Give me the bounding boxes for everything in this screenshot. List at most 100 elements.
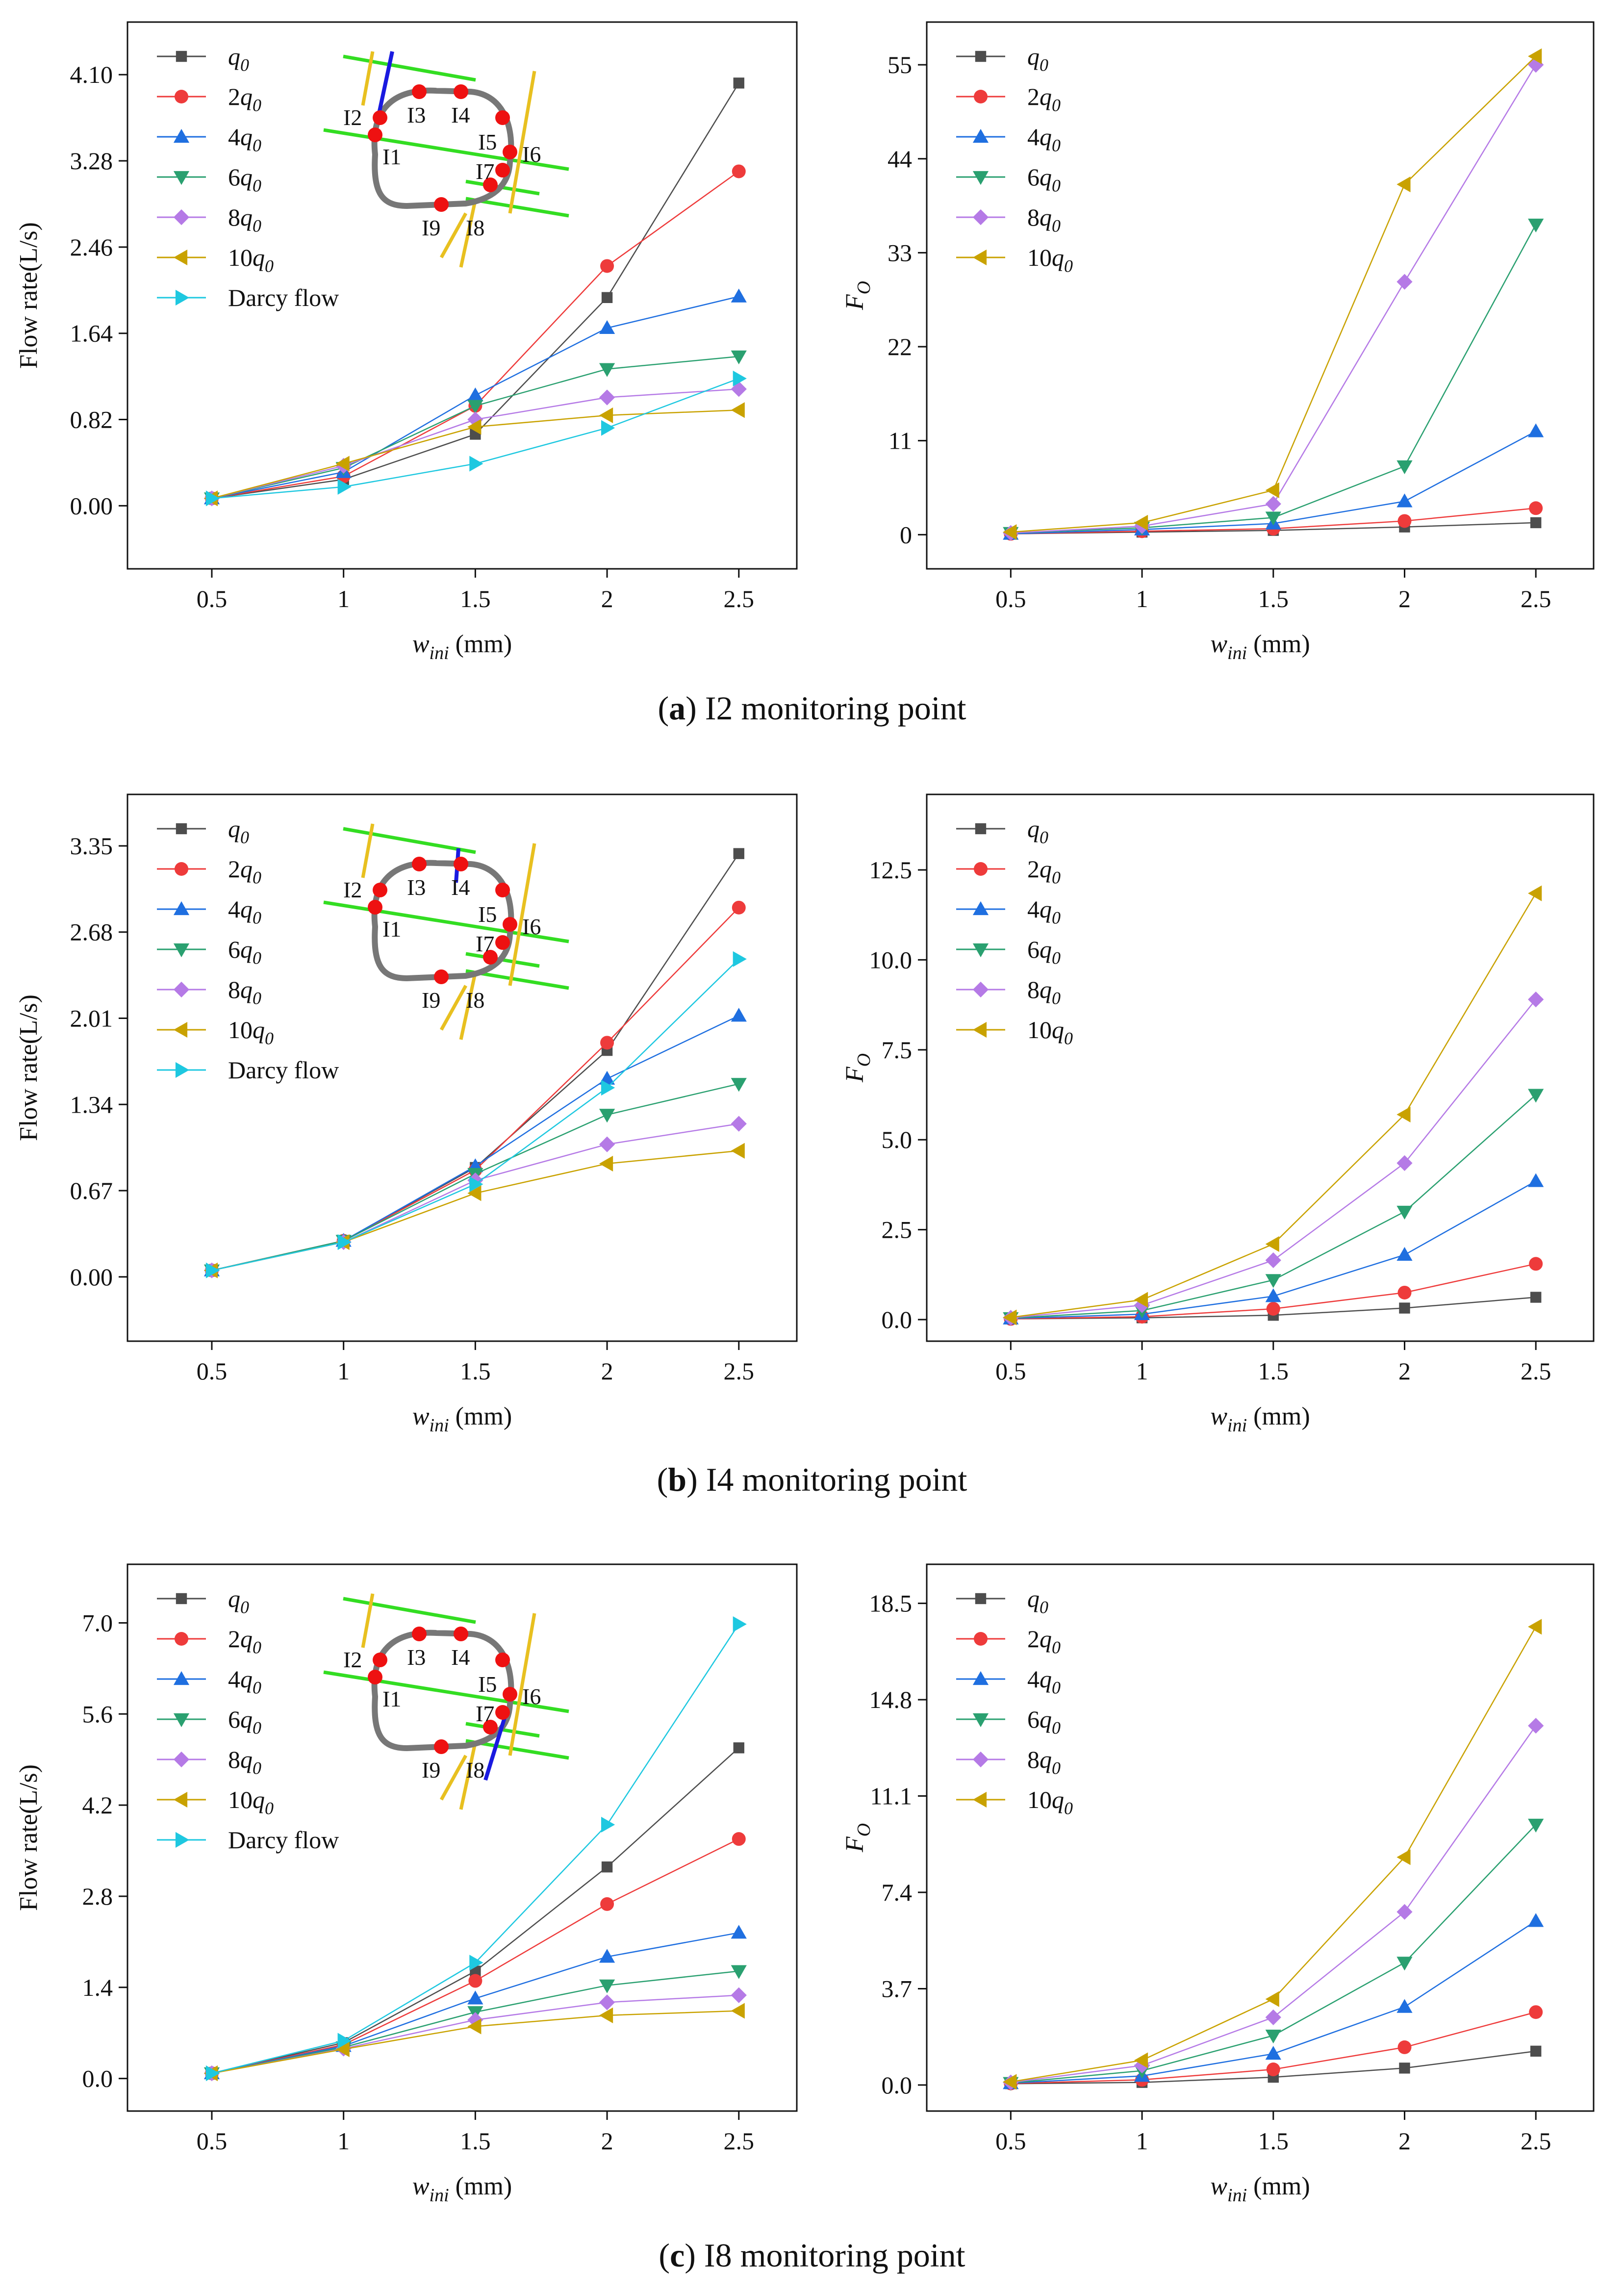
monitoring-point-i7 bbox=[495, 935, 510, 950]
x-tick-label: 2 bbox=[601, 585, 613, 612]
y-tick-label: 0.82 bbox=[70, 406, 113, 433]
fracture-line bbox=[459, 198, 478, 268]
legend-marker bbox=[972, 249, 987, 266]
x-tick-label: 1.5 bbox=[1258, 585, 1289, 612]
data-point bbox=[1529, 501, 1543, 515]
monitoring-point-i6 bbox=[503, 917, 517, 932]
legend-marker bbox=[972, 943, 989, 958]
data-point bbox=[732, 164, 746, 178]
data-point bbox=[1396, 1999, 1413, 2013]
x-tick-label: 1 bbox=[337, 1357, 350, 1385]
inset-label-i4: I4 bbox=[451, 1645, 470, 1670]
data-point bbox=[1265, 1288, 1281, 1302]
y-tick-label: 2.01 bbox=[70, 1004, 113, 1032]
legend-label: 2q0 bbox=[1027, 1625, 1061, 1657]
monitoring-point-i5 bbox=[495, 883, 510, 897]
legend-label: 8q0 bbox=[228, 1746, 261, 1778]
plot-frame bbox=[926, 793, 1595, 1342]
data-point bbox=[733, 951, 747, 967]
data-point bbox=[599, 2007, 613, 2023]
x-tick-label: 2.5 bbox=[1521, 2127, 1551, 2155]
data-point bbox=[467, 2018, 482, 2035]
series-10q0 bbox=[203, 402, 745, 507]
legend-marker bbox=[176, 51, 187, 62]
y-tick-label: 22 bbox=[888, 333, 912, 360]
legend-marker bbox=[175, 90, 188, 103]
x-axis-label: wini (mm) bbox=[1210, 1402, 1310, 1436]
y-tick-label: 2.68 bbox=[70, 918, 113, 946]
fracture-line bbox=[439, 1755, 468, 1801]
legend-marker bbox=[175, 1832, 190, 1848]
data-point bbox=[467, 1990, 483, 2005]
series-line bbox=[211, 1015, 739, 1271]
series-2q0 bbox=[204, 1832, 746, 2081]
data-point bbox=[467, 1185, 482, 1201]
inset-label-i8: I8 bbox=[466, 988, 484, 1013]
tunnel-inset: I1 I2 I3 I4 I5 I6 I7 I8 I9 bbox=[323, 51, 569, 268]
series-8q0 bbox=[1003, 1718, 1544, 2090]
chart-b-left: 0.5 1 1.5 2 2.5 0.00 0.67 1.34 2.01 2.68 3.35 wini … bbox=[15, 793, 798, 1436]
y-axis-label: Flow rate(L/s) bbox=[15, 1764, 43, 1911]
y-tick-label: 0.67 bbox=[70, 1177, 113, 1204]
data-point bbox=[467, 400, 483, 414]
y-tick-label: 7.5 bbox=[882, 1036, 913, 1064]
data-point bbox=[731, 1925, 747, 1939]
inset-label-i4: I4 bbox=[451, 102, 470, 127]
data-point bbox=[468, 1974, 482, 1988]
data-point bbox=[467, 387, 483, 402]
legend-marker bbox=[972, 1021, 987, 1038]
x-tick-label: 0.5 bbox=[197, 585, 228, 612]
y-axis-label: FO bbox=[841, 1823, 874, 1853]
data-point bbox=[1134, 514, 1148, 531]
y-tick-label: 2.5 bbox=[882, 1216, 913, 1244]
y-axis-label: Flow rate(L/s) bbox=[15, 222, 43, 369]
series-line bbox=[211, 907, 739, 1271]
data-point bbox=[335, 2041, 350, 2057]
x-tick-label: 1.5 bbox=[460, 1357, 491, 1385]
legend-label: 8q0 bbox=[228, 204, 261, 236]
legend-label: 2q0 bbox=[1027, 83, 1061, 115]
data-point bbox=[1528, 423, 1544, 437]
inset-label-i5: I5 bbox=[478, 902, 497, 927]
data-point bbox=[731, 1987, 747, 2003]
legend-marker bbox=[173, 1021, 188, 1038]
legend-label: 4q0 bbox=[1027, 895, 1061, 928]
series-8q0 bbox=[1003, 57, 1544, 541]
legend-label: 6q0 bbox=[228, 1706, 261, 1738]
legend-label: 8q0 bbox=[1027, 976, 1061, 1008]
inset-label-i2: I2 bbox=[343, 1647, 362, 1672]
monitoring-point-i3 bbox=[412, 857, 427, 871]
data-point bbox=[1265, 2009, 1281, 2025]
data-point bbox=[205, 2065, 220, 2082]
plot-frame bbox=[127, 1563, 798, 2112]
legend-marker bbox=[972, 1671, 989, 1685]
monitoring-point-i7 bbox=[495, 1705, 510, 1720]
monitoring-point-i3 bbox=[412, 84, 427, 99]
data-point bbox=[1528, 1173, 1544, 1187]
data-point bbox=[601, 1861, 613, 1873]
data-point bbox=[1528, 1818, 1544, 1833]
y-tick-label: 7.0 bbox=[82, 1609, 113, 1636]
inset-label-i6: I6 bbox=[522, 1684, 541, 1709]
x-tick-label: 2.5 bbox=[1521, 585, 1551, 612]
inset-label-i2: I2 bbox=[343, 105, 362, 130]
legend-marker bbox=[175, 1632, 188, 1646]
legend-label: Darcy flow bbox=[228, 284, 339, 311]
data-point bbox=[731, 350, 747, 364]
data-point bbox=[599, 407, 613, 424]
inset-label-i3: I3 bbox=[407, 875, 426, 900]
legend-label: 6q0 bbox=[1027, 1706, 1061, 1738]
y-tick-label: 2.46 bbox=[70, 233, 113, 261]
y-tick-label: 1.64 bbox=[70, 320, 113, 347]
legend-label: 10q0 bbox=[228, 1786, 274, 1818]
x-tick-label: 1 bbox=[1136, 2127, 1148, 2155]
legend-marker bbox=[975, 51, 987, 62]
data-point bbox=[731, 1143, 745, 1159]
x-tick-label: 1 bbox=[337, 585, 350, 612]
data-point bbox=[205, 490, 220, 507]
x-tick-label: 2 bbox=[1398, 1357, 1411, 1385]
monitoring-point-i1 bbox=[368, 900, 382, 915]
monitoring-point-i7 bbox=[495, 163, 510, 178]
data-point bbox=[1528, 992, 1544, 1008]
